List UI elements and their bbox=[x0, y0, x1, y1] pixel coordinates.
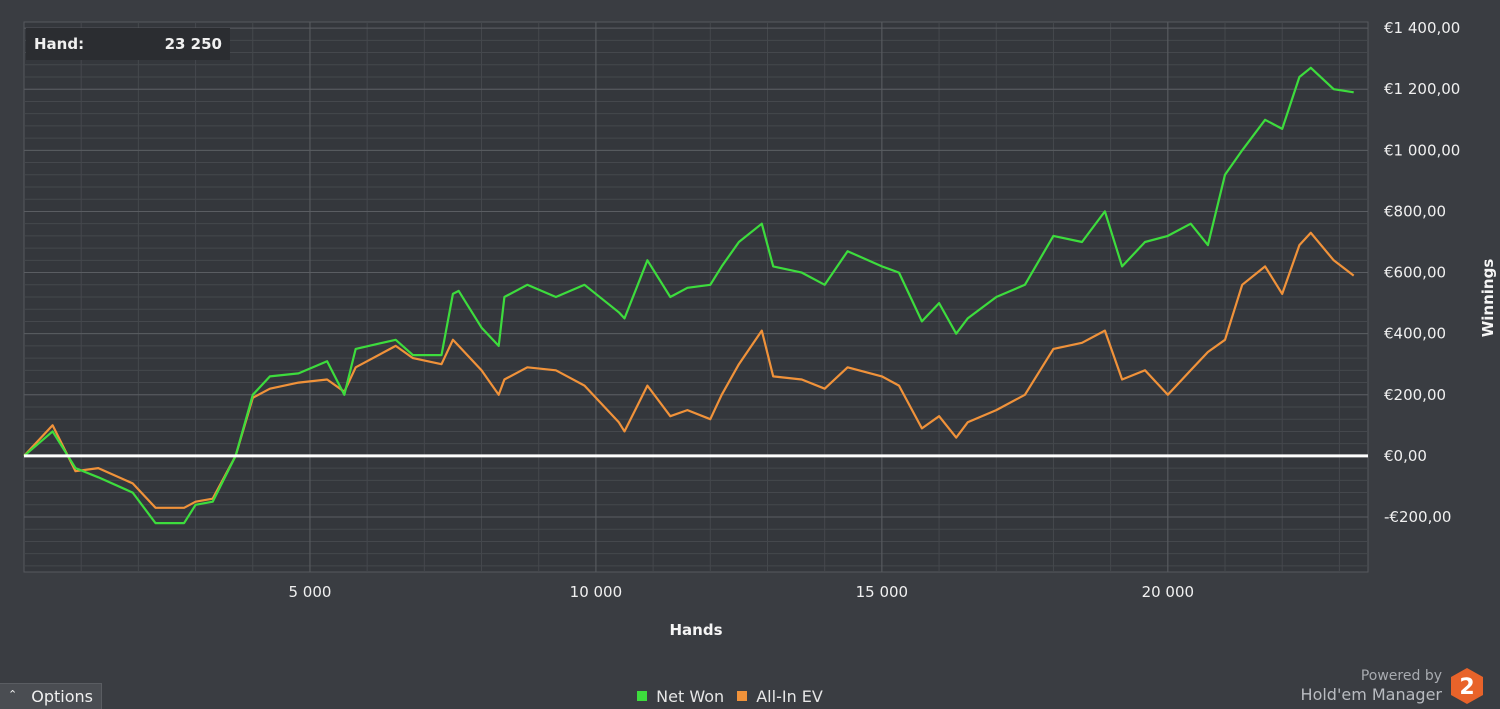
options-label: Options bbox=[31, 687, 93, 706]
logo-number: 2 bbox=[1459, 675, 1474, 700]
y-tick-label: €1 400,00 bbox=[1384, 19, 1460, 37]
y-tick-label: €200,00 bbox=[1384, 386, 1446, 404]
y-tick-label: €600,00 bbox=[1384, 264, 1446, 282]
grid bbox=[23, 21, 1369, 573]
y-tick-label: €400,00 bbox=[1384, 325, 1446, 343]
branding: Powered by Hold'em Manager 2 bbox=[1301, 666, 1486, 706]
legend-swatch-all-in-ev bbox=[737, 691, 748, 701]
chart-legend: Net Won All-In EV bbox=[0, 686, 1460, 706]
hm2-logo-icon: 2 bbox=[1451, 668, 1483, 704]
x-tick-label: 10 000 bbox=[570, 583, 623, 601]
powered-by-text: Powered by bbox=[1360, 668, 1442, 684]
product-name: Hold'em Manager bbox=[1300, 685, 1442, 704]
legend-label-all-in-ev: All-In EV bbox=[756, 686, 823, 706]
legend-item-net-won[interactable]: Net Won bbox=[637, 687, 724, 706]
x-axis-title: Hands bbox=[669, 621, 722, 639]
hand-label: Hand: bbox=[34, 35, 85, 53]
series-line-all-in-ev bbox=[23, 231, 1355, 509]
y-axis-title: Winnings bbox=[1479, 259, 1497, 338]
y-tick-label: €1 200,00 bbox=[1384, 80, 1460, 98]
series-line-net-won bbox=[23, 66, 1354, 525]
y-tick-label: €0,00 bbox=[1384, 447, 1427, 465]
hand-readout: Hand: 23 250 bbox=[26, 28, 230, 60]
x-axis-ticks: 5 000 10 000 15 000 20 000 bbox=[288, 583, 1194, 601]
chevron-up-icon: ⌃ bbox=[8, 688, 18, 701]
y-axis-ticks: €1 400,00 €1 200,00 €1 000,00 €800,00 €600,0… bbox=[1384, 19, 1460, 526]
x-tick-label: 5 000 bbox=[288, 583, 331, 601]
options-button[interactable]: ⌃ Options bbox=[0, 683, 102, 709]
legend-label-net-won: Net Won bbox=[656, 686, 725, 706]
hand-value: 23 250 bbox=[164, 35, 222, 53]
y-tick-label: €1 000,00 bbox=[1384, 141, 1460, 159]
legend-swatch-net-won bbox=[637, 691, 648, 701]
x-tick-label: 20 000 bbox=[1142, 583, 1195, 601]
x-tick-label: 15 000 bbox=[856, 583, 909, 601]
y-tick-label: -€200,00 bbox=[1384, 508, 1451, 526]
legend-item-all-in-ev[interactable]: All-In EV bbox=[737, 687, 823, 706]
y-tick-label: €800,00 bbox=[1384, 202, 1446, 220]
series-lines bbox=[23, 66, 1355, 525]
branding-text: Powered by Hold'em Manager bbox=[1301, 667, 1442, 705]
